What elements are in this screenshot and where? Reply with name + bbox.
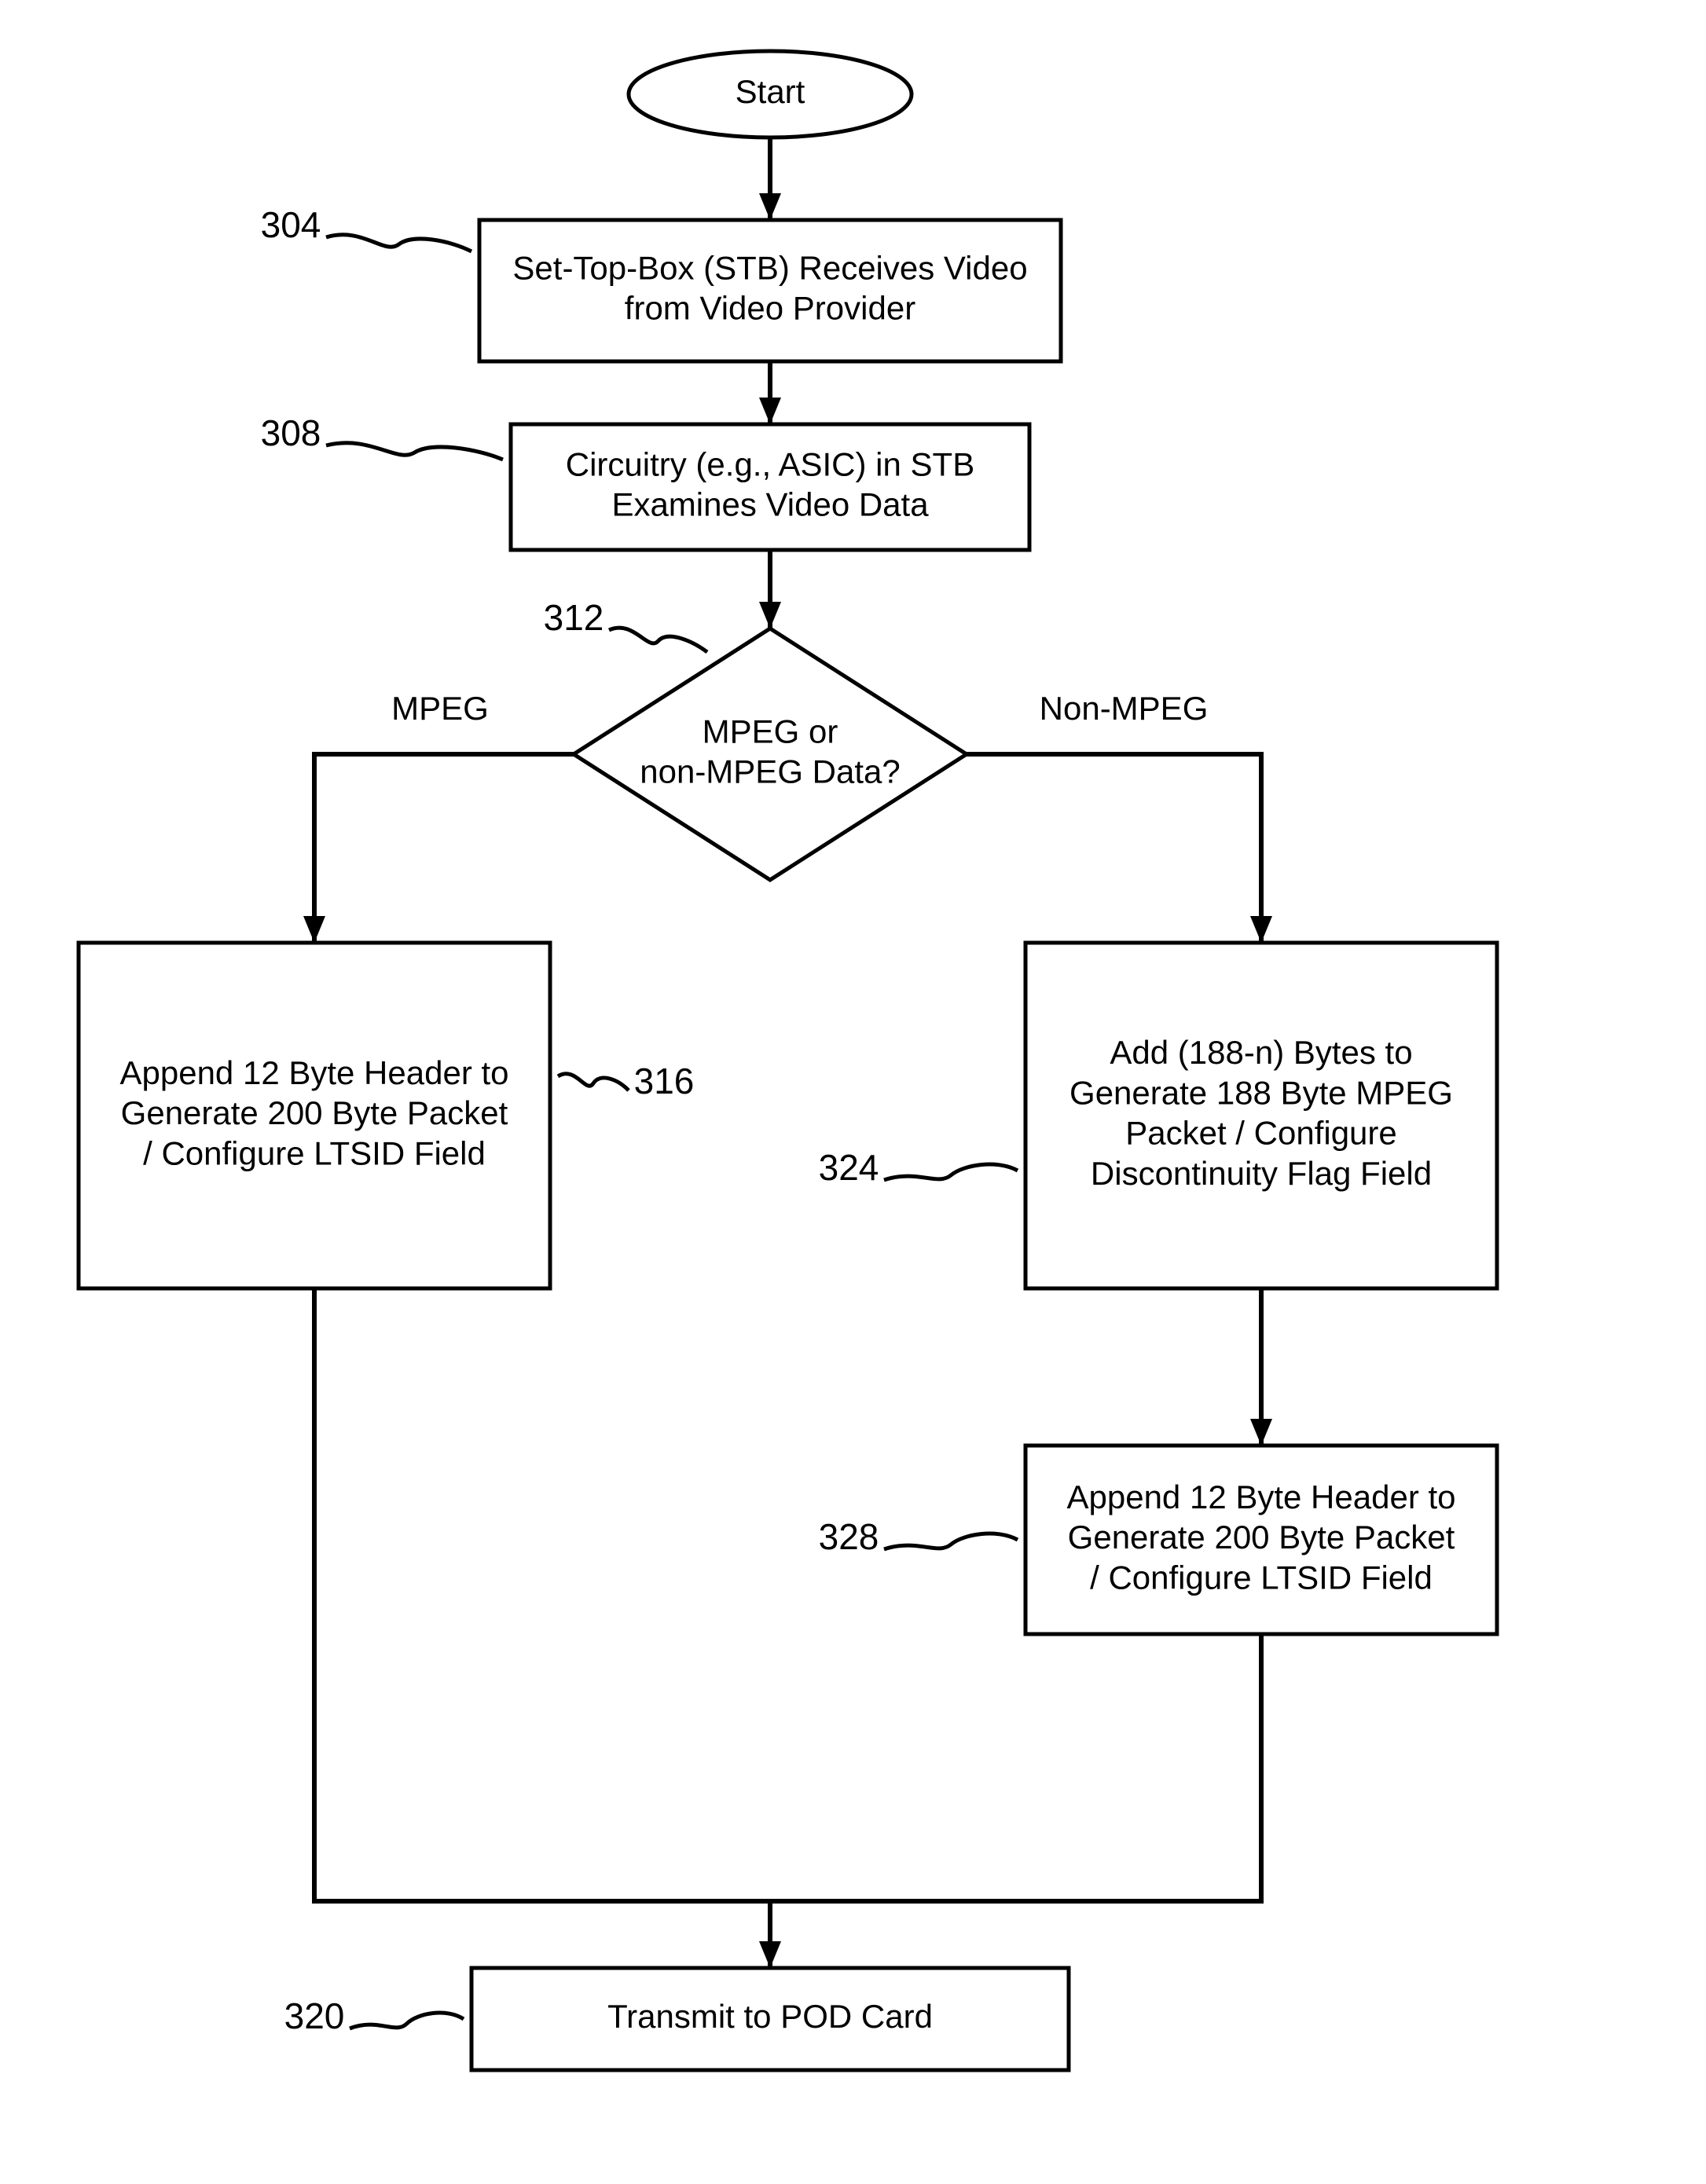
node-n312-line-0: MPEG or: [703, 713, 838, 749]
node-n328-line-1: Generate 200 Byte Packet: [1068, 1519, 1455, 1556]
ref-304: 304: [261, 204, 321, 245]
leader-line: [558, 1074, 629, 1090]
node-n328: Append 12 Byte Header to Generate 200 Byt…: [1025, 1446, 1497, 1634]
node-n312: MPEG or non-MPEG Data?: [574, 628, 967, 880]
edge-label-1: Non-MPEG: [1040, 690, 1209, 727]
node-n320: Transmit to POD Card: [471, 1968, 1069, 2070]
edge-label-0: MPEG: [391, 690, 489, 727]
leader-line: [884, 1534, 1018, 1549]
node-start: Start: [629, 51, 912, 137]
leader-line: [326, 443, 503, 460]
node-n312-line-1: non-MPEG Data?: [640, 753, 901, 790]
node-n324-line-3: Discontinuity Flag Field: [1091, 1155, 1432, 1192]
node-n328-line-2: / Configure LTSID Field: [1090, 1559, 1433, 1596]
node-n324: Add (188-n) Bytes toGenerate 188 Byte MP…: [1025, 943, 1497, 1288]
node-n316-line-1: Generate 200 Byte Packet: [121, 1094, 508, 1131]
ref-308: 308: [261, 412, 321, 453]
node-n328-line-0: Append 12 Byte Header to: [1066, 1479, 1455, 1515]
node-n324-line-2: Packet / Configure: [1125, 1115, 1397, 1152]
ref-312: 312: [544, 597, 604, 638]
node-n304-line-1: from Video Provider: [625, 290, 915, 327]
connector: [770, 1634, 1261, 1901]
connector: [967, 754, 1261, 943]
node-n308: Circuitry (e.g., ASIC) in STB Examines Vi…: [511, 424, 1029, 550]
ref-316: 316: [634, 1061, 695, 1101]
node-n304-line-0: Set-Top-Box (STB) Receives Video: [512, 249, 1027, 286]
leader-line: [326, 235, 471, 251]
ref-320: 320: [284, 1995, 345, 2036]
leader-line: [609, 628, 707, 652]
node-start-line-0: Start: [736, 73, 805, 110]
ref-328: 328: [819, 1516, 879, 1557]
leader-line: [350, 2013, 464, 2028]
leader-line: [884, 1164, 1018, 1180]
connector: [314, 1288, 770, 1968]
node-n316: Append 12 Byte Header toGenerate 200 Byt…: [79, 943, 550, 1288]
node-n324-line-0: Add (188-n) Bytes to: [1110, 1034, 1412, 1071]
node-n324-line-1: Generate 188 Byte MPEG: [1069, 1074, 1453, 1111]
node-n308-line-0: Circuitry (e.g., ASIC) in STB: [566, 445, 974, 482]
node-n316-line-2: / Configure LTSID Field: [143, 1134, 486, 1171]
node-n304: Set-Top-Box (STB) Receives Video from Vid…: [479, 220, 1061, 361]
node-n320-line-0: Transmit to POD Card: [607, 1998, 933, 2035]
ref-324: 324: [819, 1147, 879, 1188]
connector: [314, 754, 574, 943]
node-n308-line-1: Examines Video Data: [611, 486, 929, 523]
node-n316-line-0: Append 12 Byte Header to: [119, 1054, 508, 1091]
